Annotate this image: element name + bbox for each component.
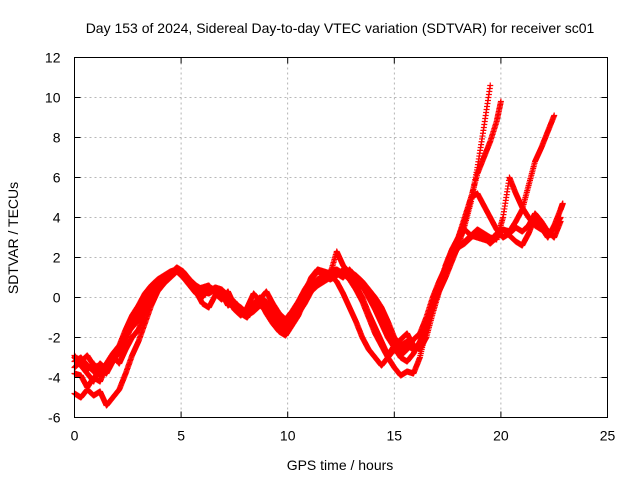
data-point	[487, 82, 494, 89]
data-point	[497, 98, 504, 105]
data-series	[71, 82, 566, 409]
